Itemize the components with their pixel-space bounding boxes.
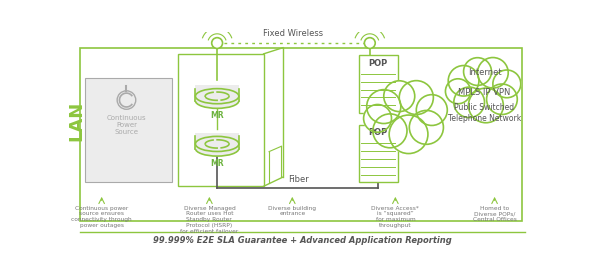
Text: Fixed Wireless: Fixed Wireless <box>263 29 323 38</box>
Text: POP: POP <box>369 59 388 68</box>
Circle shape <box>486 83 518 115</box>
Circle shape <box>366 89 402 124</box>
Bar <box>359 55 398 113</box>
Circle shape <box>415 94 448 126</box>
Text: LAN: LAN <box>68 101 86 141</box>
Circle shape <box>477 57 509 89</box>
Text: Public Switched
Telephone Network: Public Switched Telephone Network <box>448 103 521 123</box>
Text: Diverse Managed
Router uses Hot
Standby Router
Protocol (HSRP)
for efficient fai: Diverse Managed Router uses Hot Standby … <box>181 206 238 234</box>
Circle shape <box>365 38 375 48</box>
Ellipse shape <box>195 93 239 108</box>
Text: 99.999% E2E SLA Guarantee + Advanced Application Reporting: 99.999% E2E SLA Guarantee + Advanced App… <box>153 236 452 245</box>
Ellipse shape <box>195 136 239 151</box>
Bar <box>195 133 239 148</box>
Text: Continuous power
source ensures
connectivity through
power outages: Continuous power source ensures connecti… <box>71 206 132 228</box>
Text: Homed to
Diverse POPs/
Central Offices: Homed to Diverse POPs/ Central Offices <box>473 206 516 222</box>
Text: POP: POP <box>369 128 388 137</box>
Text: MR: MR <box>210 111 224 121</box>
Text: Continuous
Power
Source: Continuous Power Source <box>107 115 146 135</box>
Circle shape <box>383 80 415 112</box>
Ellipse shape <box>195 141 239 156</box>
Circle shape <box>453 86 485 118</box>
Circle shape <box>445 78 471 104</box>
Circle shape <box>408 109 444 145</box>
Circle shape <box>363 104 392 133</box>
Text: Internet: Internet <box>468 68 502 77</box>
Circle shape <box>492 69 522 98</box>
Text: MR: MR <box>210 159 224 168</box>
Text: Diverse building
entrance: Diverse building entrance <box>268 206 316 216</box>
Bar <box>195 86 239 101</box>
Text: MPLS IP VPN: MPLS IP VPN <box>458 88 511 97</box>
Circle shape <box>372 113 408 149</box>
Circle shape <box>117 91 136 109</box>
Bar <box>359 125 398 182</box>
Bar <box>86 79 172 182</box>
Circle shape <box>212 38 222 48</box>
Text: Fiber: Fiber <box>288 175 309 184</box>
Ellipse shape <box>195 89 239 104</box>
Circle shape <box>468 87 504 124</box>
Circle shape <box>398 80 434 115</box>
Bar <box>80 48 522 221</box>
Circle shape <box>463 57 492 86</box>
Text: Diverse Access*
is “squared”
for maximum
throughput: Diverse Access* is “squared” for maximum… <box>372 206 419 228</box>
Circle shape <box>447 65 480 97</box>
Bar <box>178 54 264 186</box>
Circle shape <box>388 114 429 154</box>
